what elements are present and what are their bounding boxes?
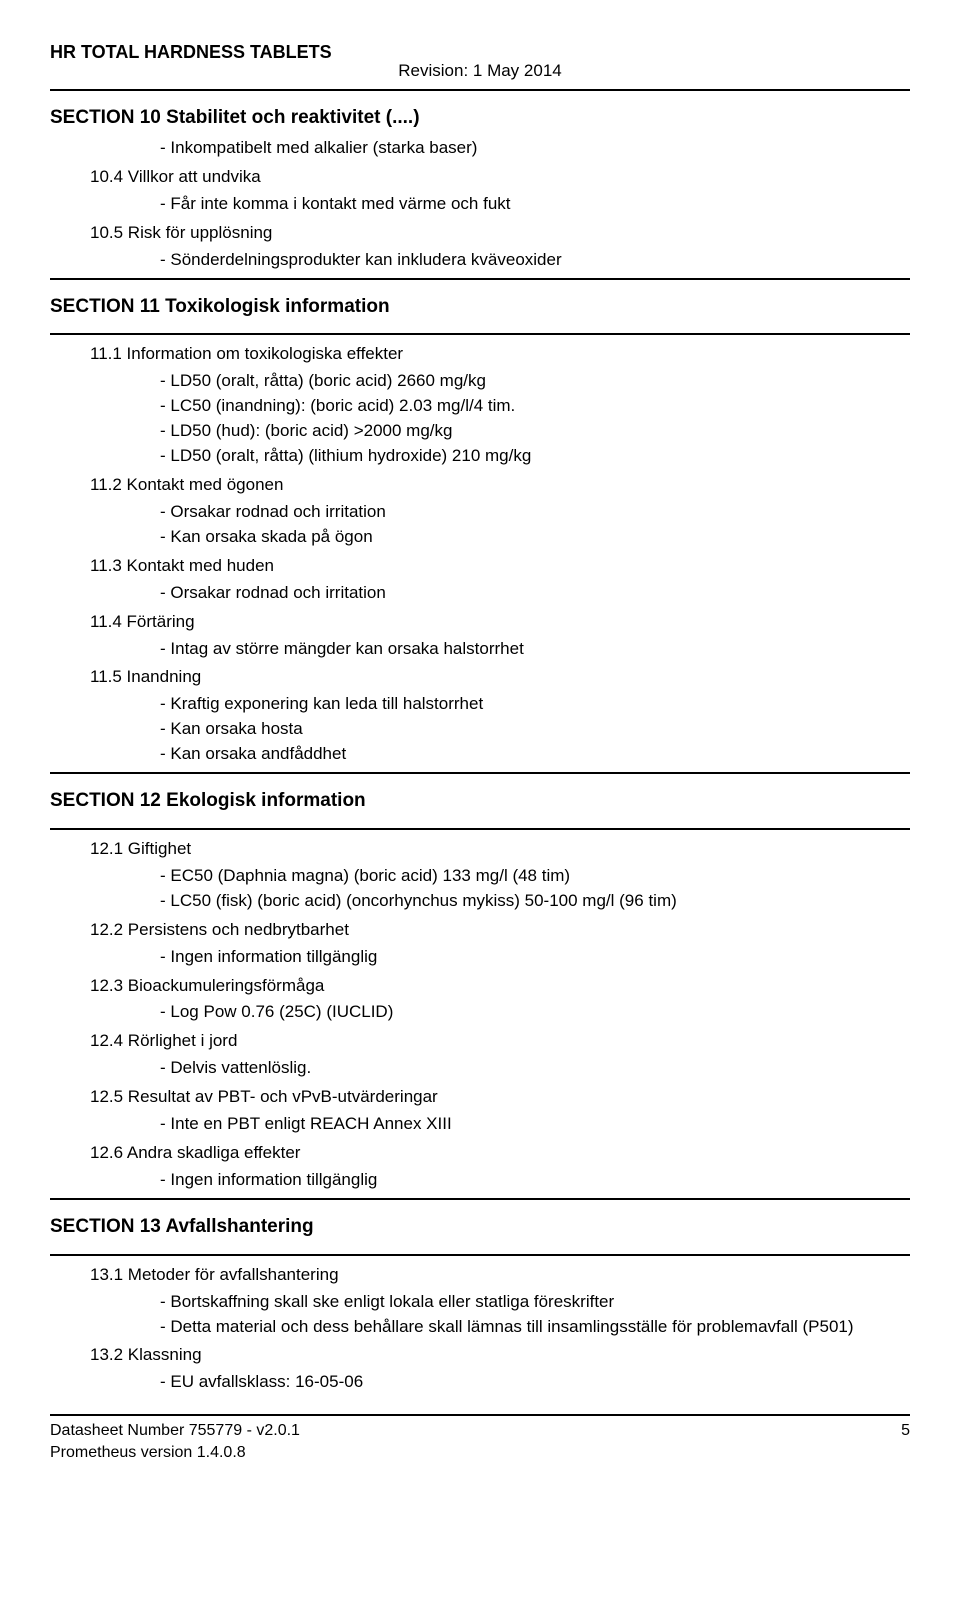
section-11-2-heading: 11.2 Kontakt med ögonen <box>90 474 910 497</box>
section-11-4-heading: 11.4 Förtäring <box>90 611 910 634</box>
section-12-3-list: Log Pow 0.76 (25C) (IUCLID) <box>90 1001 910 1024</box>
section-12-body: 12.1 Giftighet EC50 (Daphnia magna) (bor… <box>50 838 910 1192</box>
list-item: Sönderdelningsprodukter kan inkludera kv… <box>160 249 910 272</box>
section-10-5-list: Sönderdelningsprodukter kan inkludera kv… <box>90 249 910 272</box>
section-12-4-list: Delvis vattenlöslig. <box>90 1057 910 1080</box>
section-11-title: SECTION 11 Toxikologisk information <box>50 294 910 320</box>
page-footer: Datasheet Number 755779 - v2.0.1 Prometh… <box>50 1414 910 1463</box>
section-11-4-list: Intag av större mängder kan orsaka halst… <box>90 638 910 661</box>
section-10-4-heading: 10.4 Villkor att undvika <box>90 166 910 189</box>
section-13-2-heading: 13.2 Klassning <box>90 1344 910 1367</box>
section-11-body: 11.1 Information om toxikologiska effekt… <box>50 343 910 766</box>
list-item: Orsakar rodnad och irritation <box>160 582 910 605</box>
section-11-header: SECTION 11 Toxikologisk information <box>50 278 910 336</box>
section-11-5-list: Kraftig exponering kan leda till halstor… <box>90 693 910 766</box>
list-item: Intag av större mängder kan orsaka halst… <box>160 638 910 661</box>
section-10-5-heading: 10.5 Risk för upplösning <box>90 222 910 245</box>
section-12-1-list: EC50 (Daphnia magna) (boric acid) 133 mg… <box>90 865 910 913</box>
section-10: SECTION 10 Stabilitet och reaktivitet (.… <box>50 89 910 271</box>
list-item: Log Pow 0.76 (25C) (IUCLID) <box>160 1001 910 1024</box>
section-13-1-list: Bortskaffning skall ske enligt lokala el… <box>90 1291 910 1339</box>
list-item: Kan orsaka andfåddhet <box>160 743 910 766</box>
list-item: EC50 (Daphnia magna) (boric acid) 133 mg… <box>160 865 910 888</box>
section-11-1-list: LD50 (oralt, råtta) (boric acid) 2660 mg… <box>90 370 910 468</box>
section-12-title: SECTION 12 Ekologisk information <box>50 788 910 814</box>
section-11-2-list: Orsakar rodnad och irritation Kan orsaka… <box>90 501 910 549</box>
page-number: 5 <box>901 1420 910 1463</box>
section-12-2-heading: 12.2 Persistens och nedbrytbarhet <box>90 919 910 942</box>
section-11-3-list: Orsakar rodnad och irritation <box>90 582 910 605</box>
list-item: Bortskaffning skall ske enligt lokala el… <box>160 1291 910 1314</box>
section-13-body: 13.1 Metoder för avfallshantering Bortsk… <box>50 1264 910 1395</box>
list-item: Ingen information tillgänglig <box>160 1169 910 1192</box>
section-13-header: SECTION 13 Avfallshantering <box>50 1198 910 1256</box>
list-item: LD50 (oralt, råtta) (lithium hydroxide) … <box>160 445 910 468</box>
section-13-1-heading: 13.1 Metoder för avfallshantering <box>90 1264 910 1287</box>
section-10-4-list: Får inte komma i kontakt med värme och f… <box>90 193 910 216</box>
list-item: Orsakar rodnad och irritation <box>160 501 910 524</box>
footer-datasheet: Datasheet Number 755779 - v2.0.1 <box>50 1420 300 1442</box>
footer-version: Prometheus version 1.4.0.8 <box>50 1442 300 1464</box>
list-item: Kan orsaka hosta <box>160 718 910 741</box>
list-item: Ingen information tillgänglig <box>160 946 910 969</box>
section-12-3-heading: 12.3 Bioackumuleringsförmåga <box>90 975 910 998</box>
section-12-1-heading: 12.1 Giftighet <box>90 838 910 861</box>
page-header: HR TOTAL HARDNESS TABLETS Revision: 1 Ma… <box>50 40 910 83</box>
section-12-2-list: Ingen information tillgänglig <box>90 946 910 969</box>
section-12-header: SECTION 12 Ekologisk information <box>50 772 910 830</box>
section-13-2-list: EU avfallsklass: 16-05-06 <box>90 1371 910 1394</box>
section-11-1-heading: 11.1 Information om toxikologiska effekt… <box>90 343 910 366</box>
section-10-intro: Inkompatibelt med alkalier (starka baser… <box>90 137 910 160</box>
section-12-6-list: Ingen information tillgänglig <box>90 1169 910 1192</box>
section-11-3-heading: 11.3 Kontakt med huden <box>90 555 910 578</box>
section-11-5-heading: 11.5 Inandning <box>90 666 910 689</box>
list-item: LD50 (oralt, råtta) (boric acid) 2660 mg… <box>160 370 910 393</box>
list-item: Delvis vattenlöslig. <box>160 1057 910 1080</box>
list-item: Inte en PBT enligt REACH Annex XIII <box>160 1113 910 1136</box>
list-item: EU avfallsklass: 16-05-06 <box>160 1371 910 1394</box>
list-item: Kraftig exponering kan leda till halstor… <box>160 693 910 716</box>
section-10-title: SECTION 10 Stabilitet och reaktivitet (.… <box>50 105 910 131</box>
list-item: Detta material och dess behållare skall … <box>160 1316 910 1339</box>
section-12-5-heading: 12.5 Resultat av PBT- och vPvB-utvärderi… <box>90 1086 910 1109</box>
section-12-4-heading: 12.4 Rörlighet i jord <box>90 1030 910 1053</box>
list-item: Kan orsaka skada på ögon <box>160 526 910 549</box>
list-item: LC50 (inandning): (boric acid) 2.03 mg/l… <box>160 395 910 418</box>
list-item: LC50 (fisk) (boric acid) (oncorhynchus m… <box>160 890 910 913</box>
list-item: Får inte komma i kontakt med värme och f… <box>160 193 910 216</box>
list-item: Inkompatibelt med alkalier (starka baser… <box>160 137 910 160</box>
section-13-title: SECTION 13 Avfallshantering <box>50 1214 910 1240</box>
section-12-5-list: Inte en PBT enligt REACH Annex XIII <box>90 1113 910 1136</box>
section-12-6-heading: 12.6 Andra skadliga effekter <box>90 1142 910 1165</box>
list-item: LD50 (hud): (boric acid) >2000 mg/kg <box>160 420 910 443</box>
